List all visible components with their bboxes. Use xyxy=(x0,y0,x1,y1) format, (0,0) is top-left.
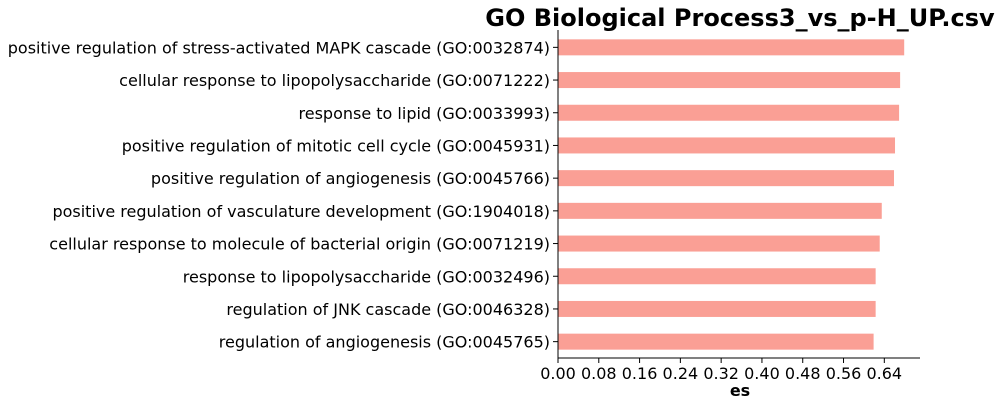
x-tick-label: 0.64 xyxy=(866,364,902,383)
bar xyxy=(558,137,896,154)
category-label: positive regulation of stress-activated … xyxy=(8,38,550,57)
x-tick-label: 0.48 xyxy=(785,364,821,383)
x-axis-ticks: 0.00 0.08 0.16 0.24 0.32 0.40 0.48 0.56 0.64 xyxy=(540,358,902,383)
bars-group xyxy=(558,39,905,350)
chart-title: GO Biological Process3_vs_p-H_UP.csv xyxy=(485,4,995,32)
category-label: cellular response to molecule of bacteri… xyxy=(49,235,550,254)
bar xyxy=(558,300,876,317)
x-tick-label: 0.24 xyxy=(663,364,699,383)
category-label: regulation of angiogenesis (GO:0045765) xyxy=(219,333,550,352)
x-tick-label: 0.08 xyxy=(581,364,617,383)
bar xyxy=(558,72,901,89)
bar xyxy=(558,268,876,285)
bar xyxy=(558,235,880,252)
x-tick-label: 0.40 xyxy=(744,364,780,383)
x-axis-label: es xyxy=(730,381,750,400)
category-label: response to lipopolysaccharide (GO:00324… xyxy=(183,267,550,286)
x-tick-label: 0.56 xyxy=(826,364,862,383)
x-tick-label: 0.00 xyxy=(540,364,576,383)
bar xyxy=(558,39,905,56)
bar xyxy=(558,104,900,121)
category-label: regulation of JNK cascade (GO:0046328) xyxy=(226,300,550,319)
bar xyxy=(558,170,894,187)
bar xyxy=(558,333,874,350)
category-label: positive regulation of vasculature devel… xyxy=(52,202,550,221)
category-label: positive regulation of mitotic cell cycl… xyxy=(122,136,550,155)
bar xyxy=(558,202,882,219)
category-label: response to lipid (GO:0033993) xyxy=(299,104,550,123)
x-tick-label: 0.16 xyxy=(622,364,658,383)
category-label: positive regulation of angiogenesis (GO:… xyxy=(151,169,550,188)
category-label: cellular response to lipopolysaccharide … xyxy=(119,71,550,90)
category-labels: positive regulation of stress-activated … xyxy=(8,38,558,352)
x-tick-label: 0.32 xyxy=(703,364,739,383)
